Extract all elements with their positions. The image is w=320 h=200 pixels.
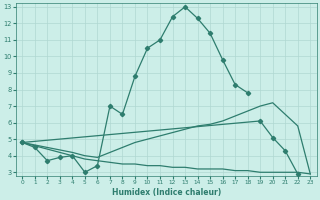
X-axis label: Humidex (Indice chaleur): Humidex (Indice chaleur)	[112, 188, 221, 197]
